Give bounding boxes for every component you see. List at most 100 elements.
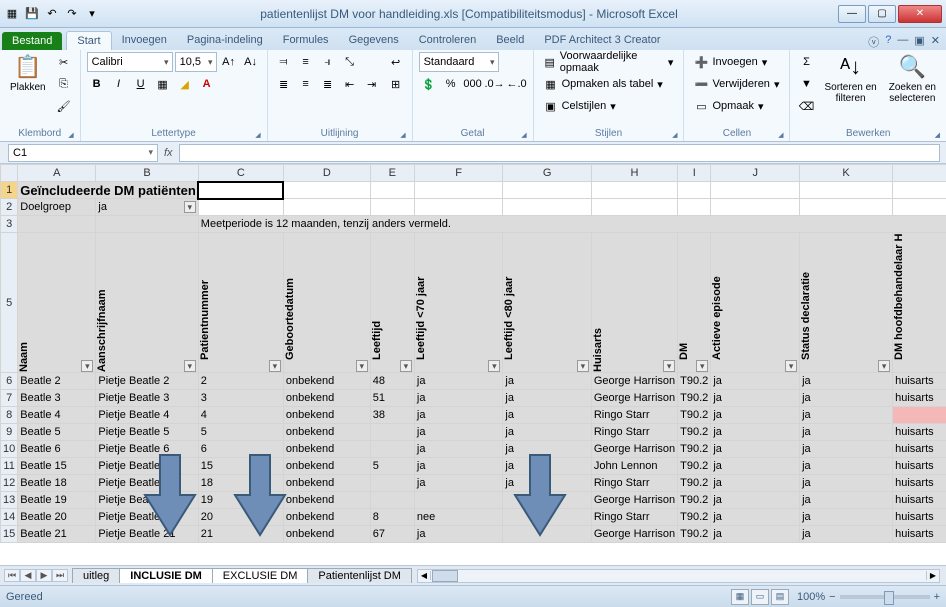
- filter-icon[interactable]: ▾: [696, 360, 708, 372]
- doc-restore-icon[interactable]: ▣: [914, 34, 924, 50]
- data-cell[interactable]: George Harrison: [591, 492, 677, 509]
- format-painter-icon[interactable]: 🖌: [54, 96, 74, 116]
- data-cell[interactable]: ja: [503, 390, 591, 407]
- data-cell[interactable]: huisarts: [893, 390, 946, 407]
- data-cell[interactable]: ja: [414, 390, 502, 407]
- merge-icon[interactable]: ⊞: [386, 74, 406, 94]
- insert-cells-button[interactable]: ➕Invoegen ▾: [690, 52, 783, 72]
- data-cell[interactable]: Beatle 2: [18, 373, 96, 390]
- row-header-15[interactable]: 15: [1, 526, 18, 543]
- data-cell[interactable]: 5: [370, 458, 414, 475]
- data-cell[interactable]: Beatle 5: [18, 424, 96, 441]
- data-cell[interactable]: 8: [370, 509, 414, 526]
- underline-button[interactable]: U: [131, 74, 151, 94]
- grow-font-icon[interactable]: A↑: [219, 52, 239, 72]
- fill-icon[interactable]: ▼: [796, 74, 816, 94]
- filter-icon[interactable]: ▾: [878, 360, 890, 372]
- row-header-6[interactable]: 6: [1, 373, 18, 390]
- col-header-J[interactable]: J: [711, 165, 800, 182]
- data-cell[interactable]: ja: [711, 390, 800, 407]
- formula-input[interactable]: [179, 144, 940, 162]
- fx-icon[interactable]: fx: [164, 147, 173, 159]
- sort-filter-button[interactable]: ᴬ↓ Sorteren en filteren: [820, 52, 880, 106]
- autosum-icon[interactable]: Σ: [796, 52, 816, 72]
- close-button[interactable]: ✕: [898, 5, 942, 23]
- data-cell[interactable]: ja: [503, 424, 591, 441]
- sheet-tab-inclusie-dm[interactable]: INCLUSIE DM: [119, 568, 213, 583]
- horizontal-scrollbar[interactable]: [417, 569, 940, 583]
- data-cell[interactable]: ja: [800, 526, 893, 543]
- bold-button[interactable]: B: [87, 74, 107, 94]
- data-cell[interactable]: Beatle 15: [18, 458, 96, 475]
- title-cell[interactable]: Geïncludeerde DM patiënten: [18, 182, 199, 199]
- data-cell[interactable]: George Harrison: [591, 390, 677, 407]
- col-header-C[interactable]: C: [198, 165, 283, 182]
- row-header-13[interactable]: 13: [1, 492, 18, 509]
- data-cell[interactable]: ja: [711, 492, 800, 509]
- ribbon-tab-pdf-architect-3-creator[interactable]: PDF Architect 3 Creator: [534, 31, 670, 50]
- col-header-K[interactable]: K: [800, 165, 893, 182]
- data-cell[interactable]: ja: [800, 458, 893, 475]
- header-actieve-episode[interactable]: Actieve episode▾: [711, 233, 800, 373]
- row-header-14[interactable]: 14: [1, 509, 18, 526]
- row-header-9[interactable]: 9: [1, 424, 18, 441]
- col-header-F[interactable]: F: [414, 165, 502, 182]
- data-cell[interactable]: Pietje Beatle 4: [96, 407, 198, 424]
- data-cell[interactable]: Ringo Starr: [591, 509, 677, 526]
- data-cell[interactable]: ja: [711, 509, 800, 526]
- data-cell[interactable]: John Lennon: [591, 458, 677, 475]
- filter-icon[interactable]: ▾: [184, 201, 196, 213]
- ribbon-tab-formules[interactable]: Formules: [273, 31, 339, 50]
- cell[interactable]: [678, 182, 711, 199]
- data-cell[interactable]: onbekend: [283, 441, 370, 458]
- data-cell[interactable]: Pietje Beatle 3: [96, 390, 198, 407]
- data-cell[interactable]: onbekend: [283, 492, 370, 509]
- data-cell[interactable]: huisarts: [893, 475, 946, 492]
- cell[interactable]: [370, 199, 414, 216]
- col-header-D[interactable]: D: [283, 165, 370, 182]
- data-cell[interactable]: onbekend: [283, 458, 370, 475]
- data-cell[interactable]: ja: [711, 373, 800, 390]
- row-header-3[interactable]: 3: [1, 216, 18, 233]
- data-cell[interactable]: [414, 492, 502, 509]
- tab-next-icon[interactable]: ▶: [36, 569, 52, 582]
- data-cell[interactable]: Beatle 18: [18, 475, 96, 492]
- row-header-11[interactable]: 11: [1, 458, 18, 475]
- data-cell[interactable]: huisarts: [893, 458, 946, 475]
- maximize-button[interactable]: ▢: [868, 5, 896, 23]
- header-geboortedatum[interactable]: Geboortedatum▾: [283, 233, 370, 373]
- data-cell[interactable]: Beatle 6: [18, 441, 96, 458]
- indent-inc-icon[interactable]: ⇥: [362, 74, 382, 94]
- data-cell[interactable]: T90.2: [678, 492, 711, 509]
- data-cell[interactable]: [370, 475, 414, 492]
- cell[interactable]: [591, 182, 677, 199]
- data-cell[interactable]: huisarts: [893, 492, 946, 509]
- header-status-declaratie[interactable]: Status declaratie▾: [800, 233, 893, 373]
- data-cell[interactable]: 51: [370, 390, 414, 407]
- italic-button[interactable]: I: [109, 74, 129, 94]
- data-cell[interactable]: T90.2: [678, 458, 711, 475]
- data-cell[interactable]: 48: [370, 373, 414, 390]
- data-cell[interactable]: ja: [800, 373, 893, 390]
- data-cell[interactable]: nee: [414, 509, 502, 526]
- tab-nav[interactable]: ⏮ ◀ ▶ ⏭: [4, 569, 68, 582]
- qat-more-icon[interactable]: ▾: [84, 6, 100, 22]
- normal-view-icon[interactable]: ▦: [731, 589, 749, 605]
- doc-close-icon[interactable]: ✕: [931, 34, 940, 50]
- data-cell[interactable]: huisarts: [893, 526, 946, 543]
- dec-decimal-icon[interactable]: ←.0: [507, 74, 527, 94]
- data-cell[interactable]: huisarts: [893, 509, 946, 526]
- font-size-combo[interactable]: 10,5: [175, 52, 217, 72]
- cell[interactable]: [800, 182, 893, 199]
- data-cell[interactable]: Beatle 4: [18, 407, 96, 424]
- indent-dec-icon[interactable]: ⇤: [340, 74, 360, 94]
- orientation-icon[interactable]: ⤡: [340, 52, 360, 72]
- zoom-control[interactable]: 100% − +: [797, 591, 940, 603]
- data-cell[interactable]: onbekend: [283, 424, 370, 441]
- ribbon-tab-pagina-indeling[interactable]: Pagina-indeling: [177, 31, 273, 50]
- data-cell[interactable]: ja: [414, 407, 502, 424]
- comma-icon[interactable]: 000: [463, 74, 483, 94]
- fill-color-button[interactable]: ◢: [175, 74, 195, 94]
- data-cell[interactable]: T90.2: [678, 407, 711, 424]
- cell[interactable]: [414, 199, 502, 216]
